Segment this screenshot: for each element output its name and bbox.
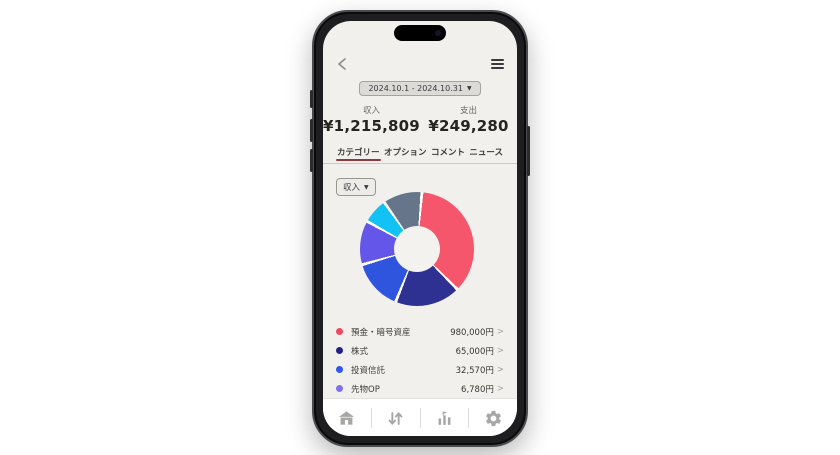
legend-value: 65,000円 — [455, 346, 494, 357]
home-icon — [339, 410, 355, 425]
date-range-label: 2024.10.1 - 2024.10.31 — [368, 84, 463, 93]
app-screen: 2024.10.1 - 2024.10.31 ▼ 収入 ¥1,215,809 支… — [323, 21, 517, 436]
tab-category[interactable]: カテゴリー — [336, 146, 381, 163]
legend-dot — [336, 385, 343, 392]
legend-row-deposits-crypto[interactable]: 預金・暗号資産 980,000円 > — [323, 322, 517, 341]
volume-up-button — [310, 119, 313, 142]
settings-button[interactable] — [469, 399, 517, 436]
reports-button[interactable] — [421, 399, 469, 436]
legend-label: 投資信託 — [351, 365, 386, 376]
volume-down-button — [310, 149, 313, 172]
chevron-right-icon: > — [496, 364, 504, 375]
home-button[interactable] — [323, 399, 371, 436]
transactions-button[interactable] — [372, 399, 420, 436]
phone-frame: 2024.10.1 - 2024.10.31 ▼ 収入 ¥1,215,809 支… — [310, 10, 530, 447]
caret-down-icon: ▼ — [466, 85, 472, 92]
power-button — [527, 126, 530, 176]
legend-value: 32,570円 — [455, 365, 494, 376]
dynamic-island — [394, 25, 446, 41]
legend-dot — [336, 328, 343, 335]
income-filter-dropdown[interactable]: 収入 ▼ — [336, 178, 376, 196]
expense-value: ¥249,280 — [428, 117, 509, 135]
expense-summary: 支出 ¥249,280 — [420, 104, 517, 135]
income-summary: 収入 ¥1,215,809 — [323, 104, 420, 135]
donut-chart[interactable] — [360, 192, 474, 306]
tab-bar: カテゴリー オプション コメント ニュース — [323, 146, 517, 164]
bottom-toolbar — [323, 398, 517, 436]
category-legend-list: 預金・暗号資産 980,000円 > 株式 65,000円 > 投資信託 32,… — [323, 322, 517, 398]
caret-down-icon: ▼ — [364, 183, 369, 191]
top-nav-bar — [323, 55, 517, 73]
expense-label: 支出 — [459, 106, 477, 116]
toolbar-divider — [419, 408, 421, 428]
legend-row-stocks[interactable]: 株式 65,000円 > — [323, 341, 517, 360]
hamburger-menu-icon[interactable] — [491, 57, 504, 71]
settings-gear-icon — [485, 410, 501, 426]
bar-chart-icon — [438, 411, 451, 425]
transfer-arrows-icon — [388, 411, 403, 425]
toolbar-divider — [370, 408, 372, 428]
legend-label: 株式 — [351, 346, 369, 357]
legend-value: 980,000円 — [450, 327, 494, 338]
legend-dot — [336, 366, 343, 373]
tab-comments[interactable]: コメント — [430, 148, 465, 158]
back-chevron-icon[interactable] — [336, 57, 348, 71]
income-value: ¥1,215,809 — [323, 117, 420, 135]
chevron-right-icon: > — [496, 383, 504, 394]
toolbar-divider — [468, 408, 470, 428]
legend-dot — [336, 347, 343, 354]
legend-value: 6,780円 — [461, 384, 494, 395]
legend-label: 預金・暗号資産 — [351, 327, 411, 338]
filter-chip-label: 収入 — [343, 183, 361, 193]
summary-amounts: 収入 ¥1,215,809 支出 ¥249,280 — [323, 104, 517, 135]
chevron-right-icon: > — [496, 326, 504, 337]
mute-switch — [310, 90, 313, 108]
legend-label: 先物OP — [351, 384, 380, 395]
legend-row-futures-op[interactable]: 先物OP 6,780円 > — [323, 379, 517, 398]
legend-row-investment-trust[interactable]: 投資信託 32,570円 > — [323, 360, 517, 379]
date-range-picker[interactable]: 2024.10.1 - 2024.10.31 ▼ — [359, 81, 481, 96]
chart-section: 収入 ▼ — [323, 164, 517, 322]
camera-dot-icon — [435, 30, 441, 36]
chevron-right-icon: > — [496, 345, 504, 356]
tab-options[interactable]: オプション — [383, 148, 427, 158]
tab-news[interactable]: ニュース — [469, 148, 503, 158]
income-label: 収入 — [362, 106, 380, 116]
